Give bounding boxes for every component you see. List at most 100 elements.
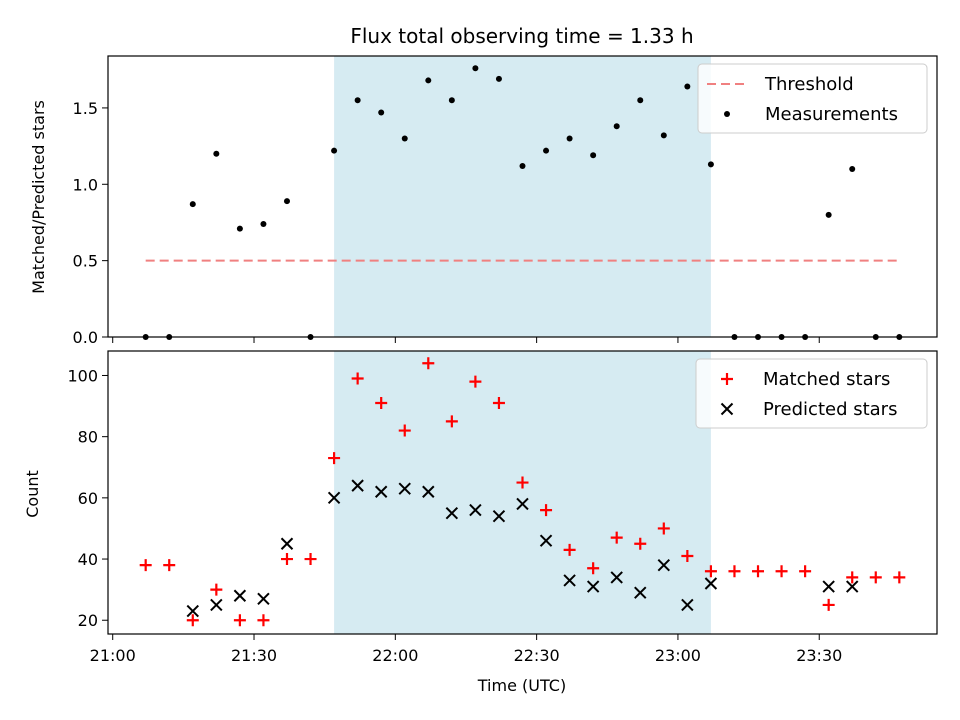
top-x-axis bbox=[112, 337, 820, 343]
measurement-point bbox=[660, 132, 667, 139]
predicted-star-point bbox=[327, 491, 341, 505]
top-y-tick-label: 1.5 bbox=[73, 99, 98, 118]
matched-star-point bbox=[280, 553, 293, 566]
matched-star-point bbox=[775, 565, 788, 578]
predicted-star-point bbox=[351, 479, 364, 492]
measurement-point bbox=[637, 97, 644, 104]
matched-stars-series bbox=[139, 357, 906, 627]
predicted-star-point bbox=[822, 580, 835, 593]
measurement-point bbox=[378, 109, 385, 116]
top-y-tick-label: 1.0 bbox=[73, 175, 98, 194]
measurements-series bbox=[142, 65, 903, 340]
predicted-star-point bbox=[210, 598, 223, 612]
top-y-tick-label: 0.5 bbox=[73, 252, 98, 271]
matched-star-point bbox=[398, 424, 411, 437]
top-panel: 0.0 0.5 1.0 1.5 Flux total observing time =… bbox=[29, 24, 938, 347]
matched-star-point bbox=[587, 562, 600, 575]
predicted-star-point bbox=[280, 537, 294, 550]
top-y-axis-label: Matched/Predicted stars bbox=[29, 100, 48, 294]
matched-star-point bbox=[351, 372, 364, 385]
bottom-y-axis: 20 40 60 80 100 bbox=[67, 366, 108, 630]
matched-star-point bbox=[375, 397, 388, 410]
matched-star-point bbox=[822, 598, 835, 611]
measurement-point bbox=[354, 97, 361, 104]
matched-star-point bbox=[634, 537, 647, 550]
matched-star-point bbox=[893, 571, 906, 584]
predicted-star-point bbox=[634, 586, 647, 599]
legend-measurements-swatch bbox=[724, 111, 730, 117]
top-plot-frame bbox=[107, 55, 938, 338]
matched-star-point bbox=[752, 565, 765, 578]
legend-measurements-label: Measurements bbox=[765, 104, 898, 125]
bottom-y-axis-label: Count bbox=[23, 470, 42, 518]
matched-star-point bbox=[728, 565, 741, 578]
matched-star-point bbox=[210, 583, 223, 596]
bottom-legend: Matched stars Predicted stars bbox=[695, 358, 928, 429]
matched-star-point bbox=[422, 357, 435, 370]
bottom-x-tick-label: 23:30 bbox=[796, 646, 842, 665]
legend-matched-label: Matched stars bbox=[763, 369, 890, 390]
predicted-star-point bbox=[681, 598, 694, 612]
bottom-x-tick-label: 23:00 bbox=[655, 646, 701, 665]
bottom-plot-frame bbox=[107, 350, 938, 635]
bottom-x-tick-label: 21:30 bbox=[231, 646, 277, 665]
measurement-point bbox=[331, 147, 338, 154]
measurement-point bbox=[283, 198, 290, 205]
predicted-star-point bbox=[704, 577, 718, 590]
predicted-star-point bbox=[539, 534, 553, 547]
measurement-point bbox=[519, 162, 526, 169]
bottom-x-tick-label: 22:30 bbox=[514, 646, 560, 665]
matched-star-point bbox=[869, 571, 882, 584]
matched-star-point bbox=[163, 559, 176, 572]
bottom-legend-box bbox=[695, 358, 928, 429]
bottom-x-axis: 21:00 21:30 22:00 22:30 23:00 23:30 bbox=[90, 634, 842, 665]
predicted-star-point bbox=[186, 604, 199, 618]
matched-star-point bbox=[610, 531, 623, 544]
predicted-star-point bbox=[492, 510, 506, 523]
legend-predicted-label: Predicted stars bbox=[763, 399, 897, 420]
matched-star-point bbox=[540, 504, 553, 517]
legend-matched-swatch bbox=[721, 373, 733, 385]
predicted-stars-series bbox=[186, 479, 859, 618]
matched-star-point bbox=[492, 397, 505, 410]
predicted-star-point bbox=[516, 497, 529, 511]
predicted-star-point bbox=[846, 580, 859, 593]
measurement-point bbox=[566, 135, 573, 142]
predicted-star-point bbox=[657, 558, 671, 572]
bottom-x-tick-label: 21:00 bbox=[90, 646, 136, 665]
matched-star-point bbox=[257, 614, 270, 627]
predicted-star-point bbox=[257, 592, 270, 606]
measurement-point bbox=[707, 161, 714, 168]
bottom-x-tick-label: 22:00 bbox=[372, 646, 418, 665]
measurement-point bbox=[401, 135, 408, 142]
matched-star-point bbox=[233, 614, 246, 627]
matched-star-point bbox=[328, 452, 341, 465]
measurement-point bbox=[472, 65, 479, 72]
matched-star-point bbox=[186, 614, 199, 627]
measurement-point bbox=[543, 147, 550, 154]
legend-predicted-swatch bbox=[720, 402, 734, 416]
measurement-point bbox=[590, 152, 597, 159]
matched-star-point bbox=[304, 553, 317, 566]
measurement-point bbox=[825, 211, 832, 218]
predicted-star-point bbox=[563, 574, 576, 587]
predicted-star-point bbox=[469, 503, 482, 517]
bottom-shaded-interval bbox=[334, 351, 711, 634]
matched-star-point bbox=[139, 559, 152, 572]
measurement-point bbox=[425, 77, 432, 84]
measurement-point bbox=[849, 166, 856, 173]
measurement-point bbox=[448, 97, 455, 104]
matched-star-point bbox=[445, 415, 458, 428]
x-axis-label: Time (UTC) bbox=[477, 676, 566, 695]
predicted-star-point bbox=[374, 485, 388, 498]
predicted-star-point bbox=[233, 589, 247, 602]
bottom-y-tick-label: 20 bbox=[78, 611, 98, 630]
bottom-panel: 20 40 60 80 100 21:00 21:30 22:00 22:30 23:00 23:… bbox=[23, 350, 938, 695]
measurement-point bbox=[684, 83, 691, 90]
measurement-point bbox=[260, 220, 267, 227]
matched-star-point bbox=[846, 571, 859, 584]
predicted-star-point bbox=[422, 485, 435, 498]
measurement-point bbox=[189, 201, 196, 208]
legend-threshold-label: Threshold bbox=[764, 74, 854, 95]
bottom-y-tick-label: 100 bbox=[67, 366, 98, 385]
